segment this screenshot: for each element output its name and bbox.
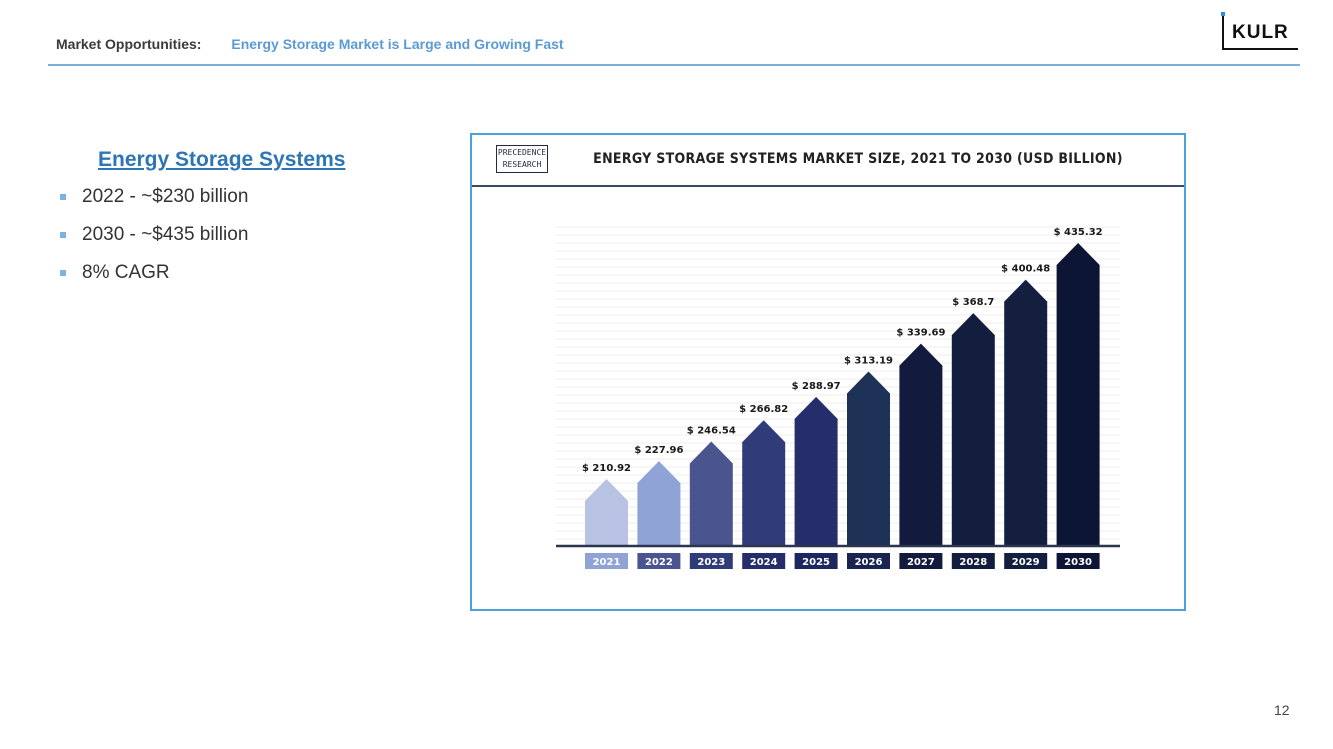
data-label-2030: $ 435.32 xyxy=(1054,227,1103,238)
bar-2022 xyxy=(637,461,681,545)
logo-text: KULR xyxy=(1232,22,1289,43)
bar-2030 xyxy=(1056,243,1100,545)
category-label-2025: 2025 xyxy=(802,557,830,568)
header-divider xyxy=(48,64,1300,66)
logo-accent-dot xyxy=(1221,12,1225,16)
kulr-logo: KULR xyxy=(1221,12,1298,50)
slide-header: Market Opportunities: Energy Storage Mar… xyxy=(56,36,564,52)
data-label-2028: $ 368.7 xyxy=(952,297,994,308)
section-label: Market Opportunities: xyxy=(56,36,202,52)
data-label-2026: $ 313.19 xyxy=(844,355,893,366)
panel-title: Energy Storage Systems xyxy=(98,148,346,171)
category-box-2026 xyxy=(847,553,890,569)
category-box-2030 xyxy=(1056,553,1100,569)
bullet-text: 2030 - ~$435 billion xyxy=(82,224,249,245)
category-label-2028: 2028 xyxy=(959,557,987,568)
bullet-item: 2030 - ~$435 billion xyxy=(60,224,248,262)
category-label-2026: 2026 xyxy=(855,557,883,568)
data-label-2023: $ 246.54 xyxy=(687,426,736,437)
category-box-2023 xyxy=(689,553,733,569)
category-box-2024 xyxy=(742,553,786,569)
bar-chart: $ 210.92 2021 $ 227.96 2022 $ 246.54 2023 $ 26… xyxy=(556,226,1120,569)
bar-2026 xyxy=(847,371,890,545)
category-label-2023: 2023 xyxy=(697,557,725,568)
category-label-2030: 2030 xyxy=(1064,557,1092,568)
category-box-2025 xyxy=(794,553,838,569)
bar-2021 xyxy=(585,479,628,545)
bar-2029 xyxy=(1004,279,1048,545)
bar-2025 xyxy=(794,396,838,545)
bullet-square-icon xyxy=(60,270,66,276)
source-line-2: RESEARCH xyxy=(502,160,542,169)
data-label-2027: $ 339.69 xyxy=(896,328,945,339)
bullet-text: 2022 - ~$230 billion xyxy=(82,186,249,207)
category-box-2022 xyxy=(637,553,681,569)
data-label-2024: $ 266.82 xyxy=(739,404,788,415)
bar-2024 xyxy=(742,420,786,545)
data-label-2029: $ 400.48 xyxy=(1001,264,1050,275)
bar-2023 xyxy=(689,441,733,545)
category-label-2021: 2021 xyxy=(593,557,621,568)
data-label-2021: $ 210.92 xyxy=(582,463,631,474)
bullet-item: 2022 - ~$230 billion xyxy=(60,186,248,224)
bullet-list: 2022 - ~$230 billion 2030 - ~$435 billio… xyxy=(60,186,248,300)
bar-2028 xyxy=(951,313,995,545)
slide-subtitle: Energy Storage Market is Large and Growi… xyxy=(231,36,564,52)
source-line-1: PRECEDENCE xyxy=(497,148,547,157)
category-box-2028 xyxy=(951,553,995,569)
bullet-square-icon xyxy=(60,232,66,238)
page-number: 12 xyxy=(1274,702,1290,718)
bullet-square-icon xyxy=(60,194,66,200)
category-box-2021 xyxy=(585,553,628,569)
precedence-research-logo: PRECEDENCE RESEARCH xyxy=(496,145,548,173)
data-label-2022: $ 227.96 xyxy=(634,445,683,456)
bar-2027 xyxy=(899,343,943,545)
bullet-item: 8% CAGR xyxy=(60,262,248,300)
category-box-2027 xyxy=(899,553,943,569)
chart-title: ENERGY STORAGE SYSTEMS MARKET SIZE, 2021… xyxy=(593,151,1123,167)
category-box-2029 xyxy=(1004,553,1048,569)
data-label-2025: $ 288.97 xyxy=(792,381,841,392)
category-label-2022: 2022 xyxy=(645,557,673,568)
bullet-text: 8% CAGR xyxy=(82,262,170,283)
chart-frame: PRECEDENCE RESEARCH ENERGY STORAGE SYSTE… xyxy=(470,133,1186,611)
chart-header: PRECEDENCE RESEARCH ENERGY STORAGE SYSTE… xyxy=(472,135,1184,187)
category-label-2027: 2027 xyxy=(907,557,935,568)
category-label-2024: 2024 xyxy=(750,557,778,568)
category-label-2029: 2029 xyxy=(1012,557,1040,568)
